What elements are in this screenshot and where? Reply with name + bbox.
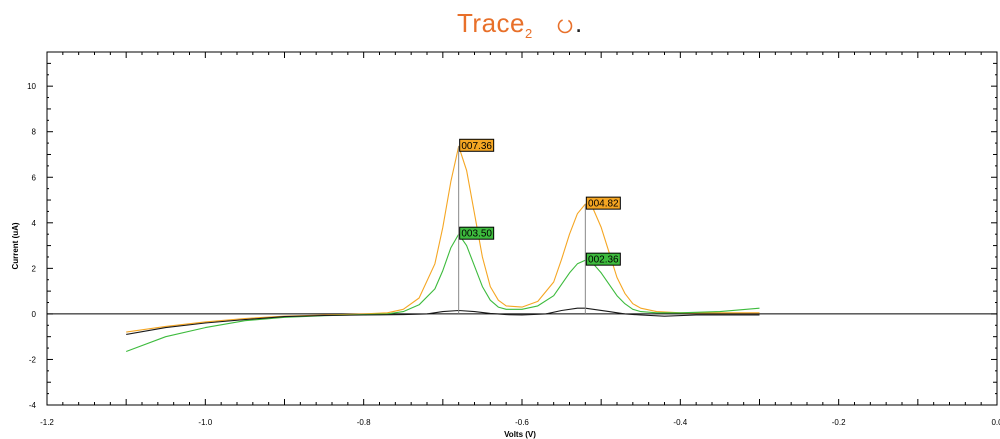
y-tick-label: 8 bbox=[32, 128, 37, 137]
logo-dot: . bbox=[575, 8, 583, 38]
y-axis-title: Current (uA) bbox=[11, 222, 20, 269]
x-tick-label: -0.8 bbox=[357, 418, 371, 427]
y-tick-label: 2 bbox=[32, 264, 37, 273]
peak-label: 007.36 bbox=[459, 138, 495, 152]
y-tick-label: 10 bbox=[27, 82, 36, 91]
chart-series bbox=[126, 145, 760, 353]
y-tick-label: -4 bbox=[29, 401, 37, 410]
x-tick-label: -0.6 bbox=[515, 418, 529, 427]
logo-o-mark-icon bbox=[557, 18, 573, 34]
peak-label-box bbox=[585, 252, 621, 266]
peak-label-text: 003.50 bbox=[461, 229, 492, 240]
series-line-2 bbox=[126, 233, 760, 353]
x-tick-label: -1.2 bbox=[40, 418, 54, 427]
peak-label: 004.82 bbox=[585, 196, 621, 210]
peak-label-text: 002.36 bbox=[588, 255, 619, 266]
x-axis-title: Volts (V) bbox=[504, 430, 536, 439]
peak-label-box bbox=[459, 138, 495, 152]
peak-label: 002.36 bbox=[585, 252, 621, 266]
x-tick-label: 0.0 bbox=[991, 418, 1000, 427]
plot-frame bbox=[46, 51, 998, 406]
y-tick-label: 6 bbox=[32, 173, 37, 182]
peak-label: 003.50 bbox=[459, 226, 495, 240]
trace2o-logo: Trace2 . bbox=[457, 8, 582, 42]
x-tick-label: -1.0 bbox=[198, 418, 212, 427]
chart-annotations: 007.36 003.50 004.82 002.36 bbox=[458, 138, 621, 314]
series-line-1 bbox=[126, 145, 760, 333]
y-tick-label: 4 bbox=[32, 219, 37, 228]
y-tick-label: 0 bbox=[32, 310, 37, 319]
peak-label-box bbox=[459, 226, 495, 240]
peak-label-box bbox=[585, 196, 621, 210]
logo-subscript: 2 bbox=[525, 26, 533, 41]
x-tick-label: -0.4 bbox=[673, 418, 687, 427]
x-tick-label: -0.2 bbox=[832, 418, 846, 427]
y-tick-label: -2 bbox=[29, 355, 37, 364]
chart-axes: -1.2 -1.0 -0.8 -0.6 -0.4 -0.2 0.0 -4 -2 0 2 4 6 8 10 bbox=[27, 51, 1000, 427]
peak-label-text: 007.36 bbox=[461, 141, 492, 152]
logo-word: Trace bbox=[457, 8, 525, 38]
series-line-3 bbox=[126, 307, 760, 335]
peak-label-text: 004.82 bbox=[588, 199, 619, 210]
